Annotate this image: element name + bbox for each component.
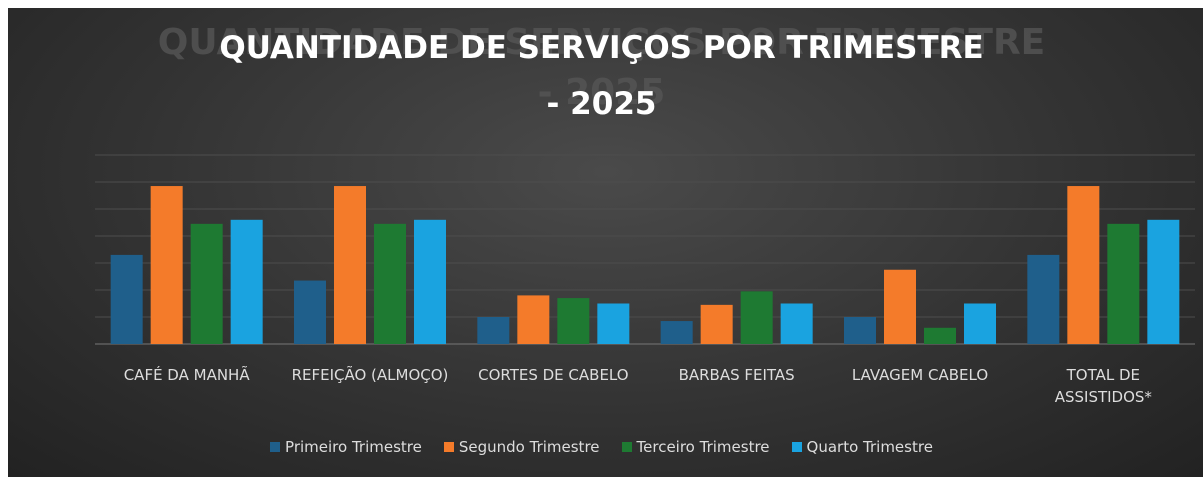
bar (557, 298, 590, 344)
bar (597, 303, 630, 344)
bar (1027, 254, 1060, 344)
bar (334, 186, 366, 344)
x-tick-label: CAFÉ DA MANHÃ (123, 366, 250, 384)
bar (924, 327, 956, 344)
title-shadow: QUANTIDADE DE SERVIÇOS POR TRIMESTRE - 2… (0, 18, 1203, 118)
bar (740, 291, 773, 344)
bar (1107, 223, 1140, 344)
legend-swatch (270, 442, 281, 452)
x-tick-label: LAVAGEM CABELO (851, 366, 989, 384)
bar (517, 295, 550, 344)
title: QUANTIDADE DE SERVIÇOS POR TRIMESTRE - 2… (0, 20, 1203, 132)
x-tick-label: BARBAS FEITAS (678, 366, 795, 384)
legend-item: Primeiro Trimestre (270, 438, 422, 456)
bar (294, 280, 326, 344)
bar (780, 303, 813, 344)
legend-swatch (443, 442, 454, 452)
legend-label: Quarto Trimestre (806, 438, 933, 456)
bar (700, 304, 733, 344)
bar (150, 186, 183, 344)
bar (884, 269, 916, 344)
legend-swatch (791, 442, 802, 452)
chart-title: QUANTIDADE DE SERVIÇOS POR TRIMESTRE - 2… (219, 30, 984, 122)
bar (374, 223, 406, 344)
bar (110, 254, 143, 344)
bar (230, 219, 263, 344)
bar (844, 317, 876, 344)
x-tick-label: REFEIÇÃO (ALMOÇO) (291, 366, 449, 384)
legend-label: Terceiro Trimestre (636, 438, 770, 456)
bar (1067, 186, 1100, 344)
bar (190, 223, 223, 344)
legend-item: Quarto Trimestre (791, 438, 933, 456)
x-tick-label: CORTES DE CABELO (478, 366, 629, 384)
title-shadow-text: QUANTIDADE DE SERVIÇOS POR TRIMESTRE - 2… (157, 22, 1046, 113)
bar (964, 303, 996, 344)
legend-item: Segundo Trimestre (443, 438, 600, 456)
legend-label: Primeiro Trimestre (285, 438, 422, 456)
legend-item: Terceiro Trimestre (621, 438, 770, 456)
bar (414, 219, 446, 344)
bar (660, 321, 693, 344)
legend: Primeiro Trimestre Segundo Trimestre Terce… (0, 438, 1203, 456)
legend-label: Segundo Trimestre (458, 438, 600, 456)
x-tick-label: TOTAL DE ASSISTIDOS* (1054, 366, 1152, 406)
legend-swatch (621, 442, 632, 452)
bar (477, 317, 510, 344)
bar (1147, 219, 1180, 344)
